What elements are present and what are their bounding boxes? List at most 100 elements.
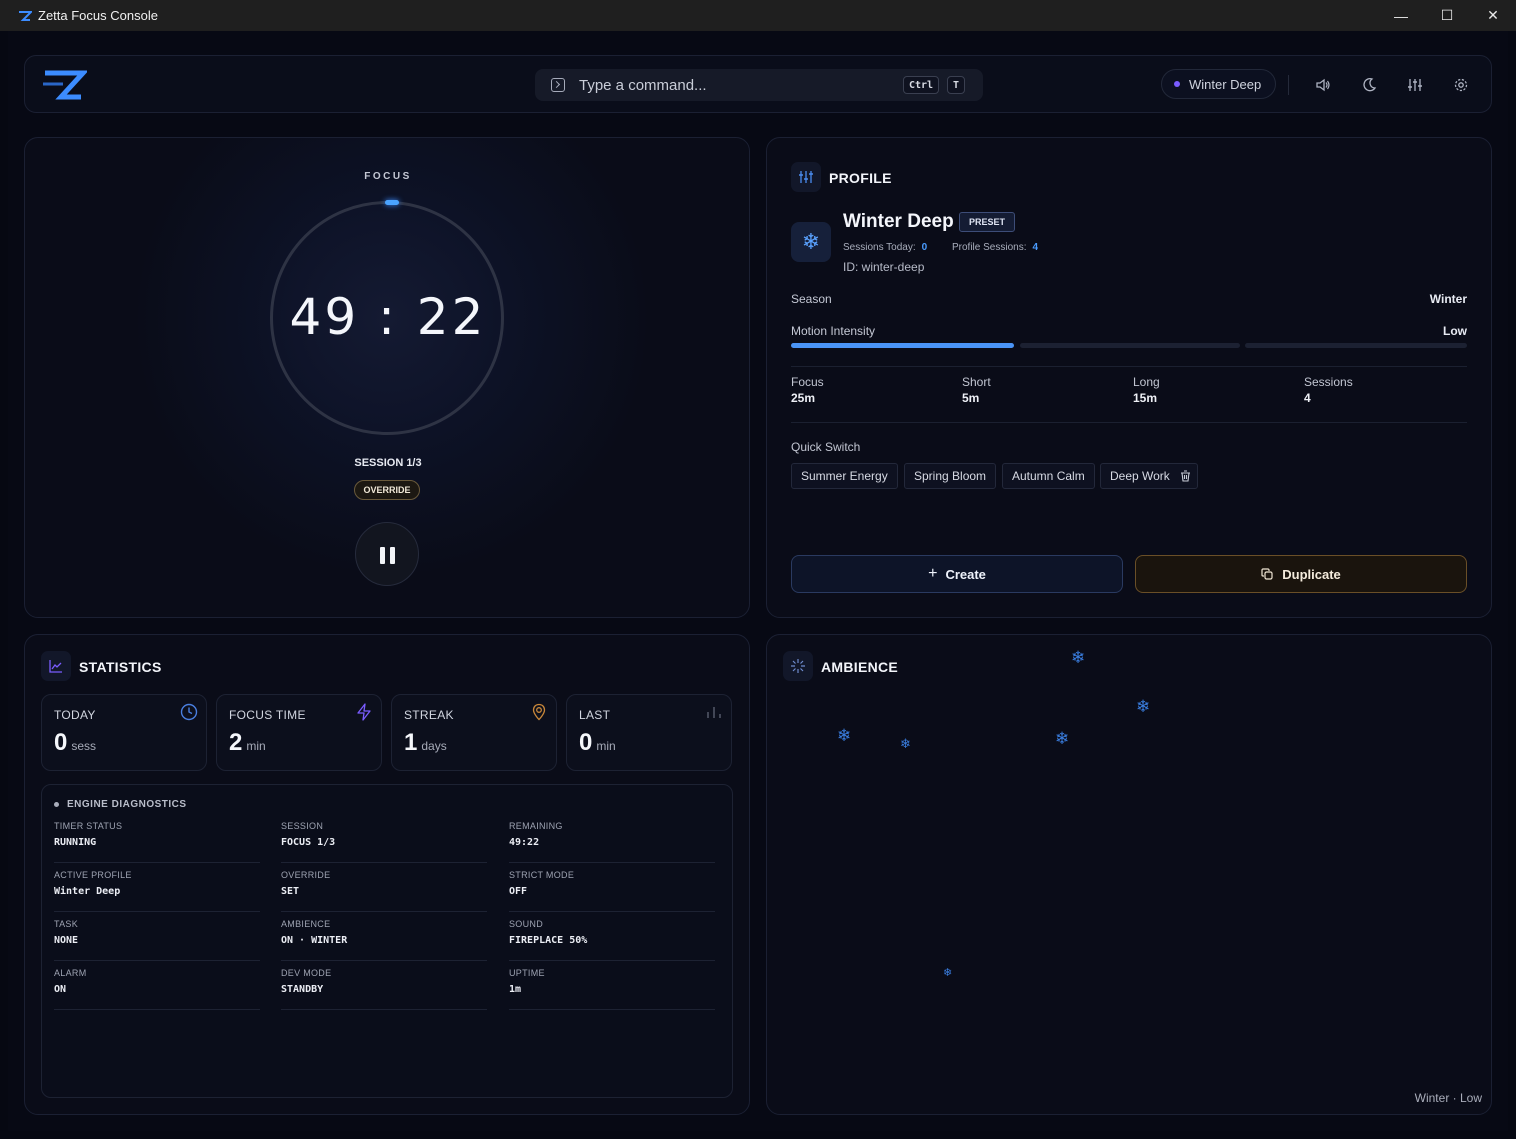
command-placeholder: Type a command... (579, 76, 707, 94)
diagnostic-value: ON · WINTER (281, 935, 348, 946)
diagnostic-key: SESSION (281, 821, 324, 831)
divider (791, 422, 1467, 423)
minimize-button[interactable]: — (1394, 7, 1408, 24)
snowflake-particle: ❄ (1071, 648, 1086, 667)
snowflake-particle: ❄ (837, 726, 852, 745)
plus-icon: + (928, 565, 938, 582)
quick-switch-summer-energy[interactable]: Summer Energy (791, 463, 898, 489)
sliders-icon[interactable] (1405, 75, 1425, 95)
quick-switch-deep-work[interactable]: Deep Work (1100, 463, 1198, 489)
title-bar: Zetta Focus Console — ☐ ✕ (0, 0, 1516, 31)
stat-card-focus-time: FOCUS TIME 2 min (216, 694, 382, 771)
active-profile-pill[interactable]: Winter Deep (1161, 69, 1277, 99)
shortcut-key-ctrl: Ctrl (903, 76, 939, 94)
sessions-value: 4 (1304, 391, 1311, 405)
gear-icon[interactable] (1451, 75, 1471, 95)
snowflake-particle: ❄ (900, 736, 911, 751)
snowflake-particle: ❄ (943, 967, 953, 979)
diagnostic-cell: SESSION FOCUS 1/3 (281, 821, 487, 863)
diagnostic-key: UPTIME (509, 968, 545, 978)
session-counter: SESSION 1/3 (354, 457, 422, 469)
stat-card-streak: STREAK 1 days (391, 694, 557, 771)
chart-line-icon (41, 651, 71, 681)
diagnostic-cell: DEV MODE STANDBY (281, 968, 487, 1010)
duplicate-profile-button[interactable]: Duplicate (1135, 555, 1467, 593)
ambience-status: Winter · Low (1414, 1091, 1482, 1105)
override-badge: OVERRIDE (354, 480, 420, 500)
diagnostic-key: ACTIVE PROFILE (54, 870, 132, 880)
long-break-label: Long (1133, 375, 1160, 389)
diagnostic-key: STRICT MODE (509, 870, 575, 880)
profile-sessions: Profile Sessions: 4 (952, 242, 1039, 253)
focus-duration-label: Focus (791, 375, 824, 389)
stat-card-today: TODAY 0 sess (41, 694, 207, 771)
diagnostic-key: AMBIENCE (281, 919, 331, 929)
quick-switch-label-text: Deep Work (1110, 469, 1170, 483)
quick-switch-autumn-calm[interactable]: Autumn Calm (1002, 463, 1095, 489)
sliders-icon (791, 162, 821, 192)
diagnostic-key: TIMER STATUS (54, 821, 123, 831)
profile-id: ID: winter-deep (843, 260, 925, 274)
diagnostic-key: ALARM (54, 968, 87, 978)
diagnostic-cell: TIMER STATUS RUNNING (54, 821, 260, 863)
volume-icon[interactable] (1313, 75, 1333, 95)
trash-icon[interactable] (1180, 470, 1191, 482)
diagnostic-cell: OVERRIDE SET (281, 870, 487, 912)
pause-icon (380, 547, 385, 564)
moon-icon[interactable] (1359, 75, 1379, 95)
top-header: Type a command... Ctrl T Winter Deep (24, 55, 1492, 113)
window-title: Zetta Focus Console (38, 8, 158, 23)
diagnostic-value: NONE (54, 935, 79, 946)
stat-card-label: LAST (579, 708, 611, 722)
diagnostic-cell: UPTIME 1m (509, 968, 715, 1010)
diagnostic-value: Winter Deep (54, 886, 121, 897)
bolt-icon (357, 703, 371, 721)
season-value: Winter (1429, 292, 1467, 306)
pause-icon (390, 547, 395, 564)
diagnostic-value: 1m (509, 984, 522, 995)
diagnostic-key: DEV MODE (281, 968, 332, 978)
diagnostic-value: STANDBY (281, 984, 324, 995)
statistics-panel: STATISTICS TODAY 0 sess FOCUS TIME 2 min S… (24, 634, 750, 1115)
quick-switch-label: Quick Switch (791, 440, 861, 454)
intensity-segment (1245, 343, 1467, 348)
bars-icon (707, 707, 721, 718)
target-icon (532, 703, 546, 721)
active-profile-name: Winter Deep (1189, 76, 1262, 92)
profile-heading: PROFILE (829, 170, 892, 186)
diagnostic-key: SOUND (509, 919, 544, 929)
engine-diagnostics: ENGINE DIAGNOSTICS TIMER STATUS RUNNING SE… (41, 784, 733, 1098)
pause-button[interactable] (355, 522, 419, 586)
brand-logo-icon[interactable] (41, 70, 87, 100)
preset-badge: PRESET (959, 212, 1015, 232)
command-palette-input[interactable]: Type a command... Ctrl T (535, 69, 983, 101)
diagnostic-value: FIREPLACE 50% (509, 935, 588, 946)
profile-panel: PROFILE ❄ Winter Deep PRESET Sessions To… (766, 137, 1492, 618)
app-root: Type a command... Ctrl T Winter Deep FOC… (8, 31, 1508, 1131)
create-profile-button[interactable]: + Create (791, 555, 1123, 593)
stat-card-label: TODAY (54, 708, 96, 722)
terminal-icon (551, 78, 565, 92)
diagnostic-cell: ALARM ON (54, 968, 260, 1010)
snowflake-particle: ❄ (1136, 697, 1151, 716)
stat-card-label: STREAK (404, 708, 454, 722)
statistics-heading: STATISTICS (79, 659, 162, 675)
season-label: Season (791, 292, 832, 306)
profile-name: Winter Deep (843, 211, 954, 232)
motion-intensity-label: Motion Intensity (791, 324, 876, 338)
timer-panel: FOCUS 49 : 22 SESSION 1/3 OVERRIDE (24, 137, 750, 618)
diagnostic-key: REMAINING (509, 821, 563, 831)
stat-card-value: 1 days (404, 729, 447, 756)
timer-display: 49 : 22 (289, 288, 487, 346)
quick-switch-spring-bloom[interactable]: Spring Bloom (904, 463, 997, 489)
diagnostic-value: SET (281, 886, 300, 897)
diagnostic-cell: ACTIVE PROFILE Winter Deep (54, 870, 260, 912)
close-button[interactable]: ✕ (1487, 7, 1499, 23)
diagnostic-cell: AMBIENCE ON · WINTER (281, 919, 487, 961)
maximize-button[interactable]: ☐ (1440, 7, 1454, 23)
diagnostic-key: TASK (54, 919, 79, 929)
timer-mode-label: FOCUS (364, 171, 412, 182)
short-break-label: Short (962, 375, 991, 389)
snowflake-icon: ❄ (791, 222, 831, 262)
diagnostics-title: ENGINE DIAGNOSTICS (54, 799, 187, 810)
